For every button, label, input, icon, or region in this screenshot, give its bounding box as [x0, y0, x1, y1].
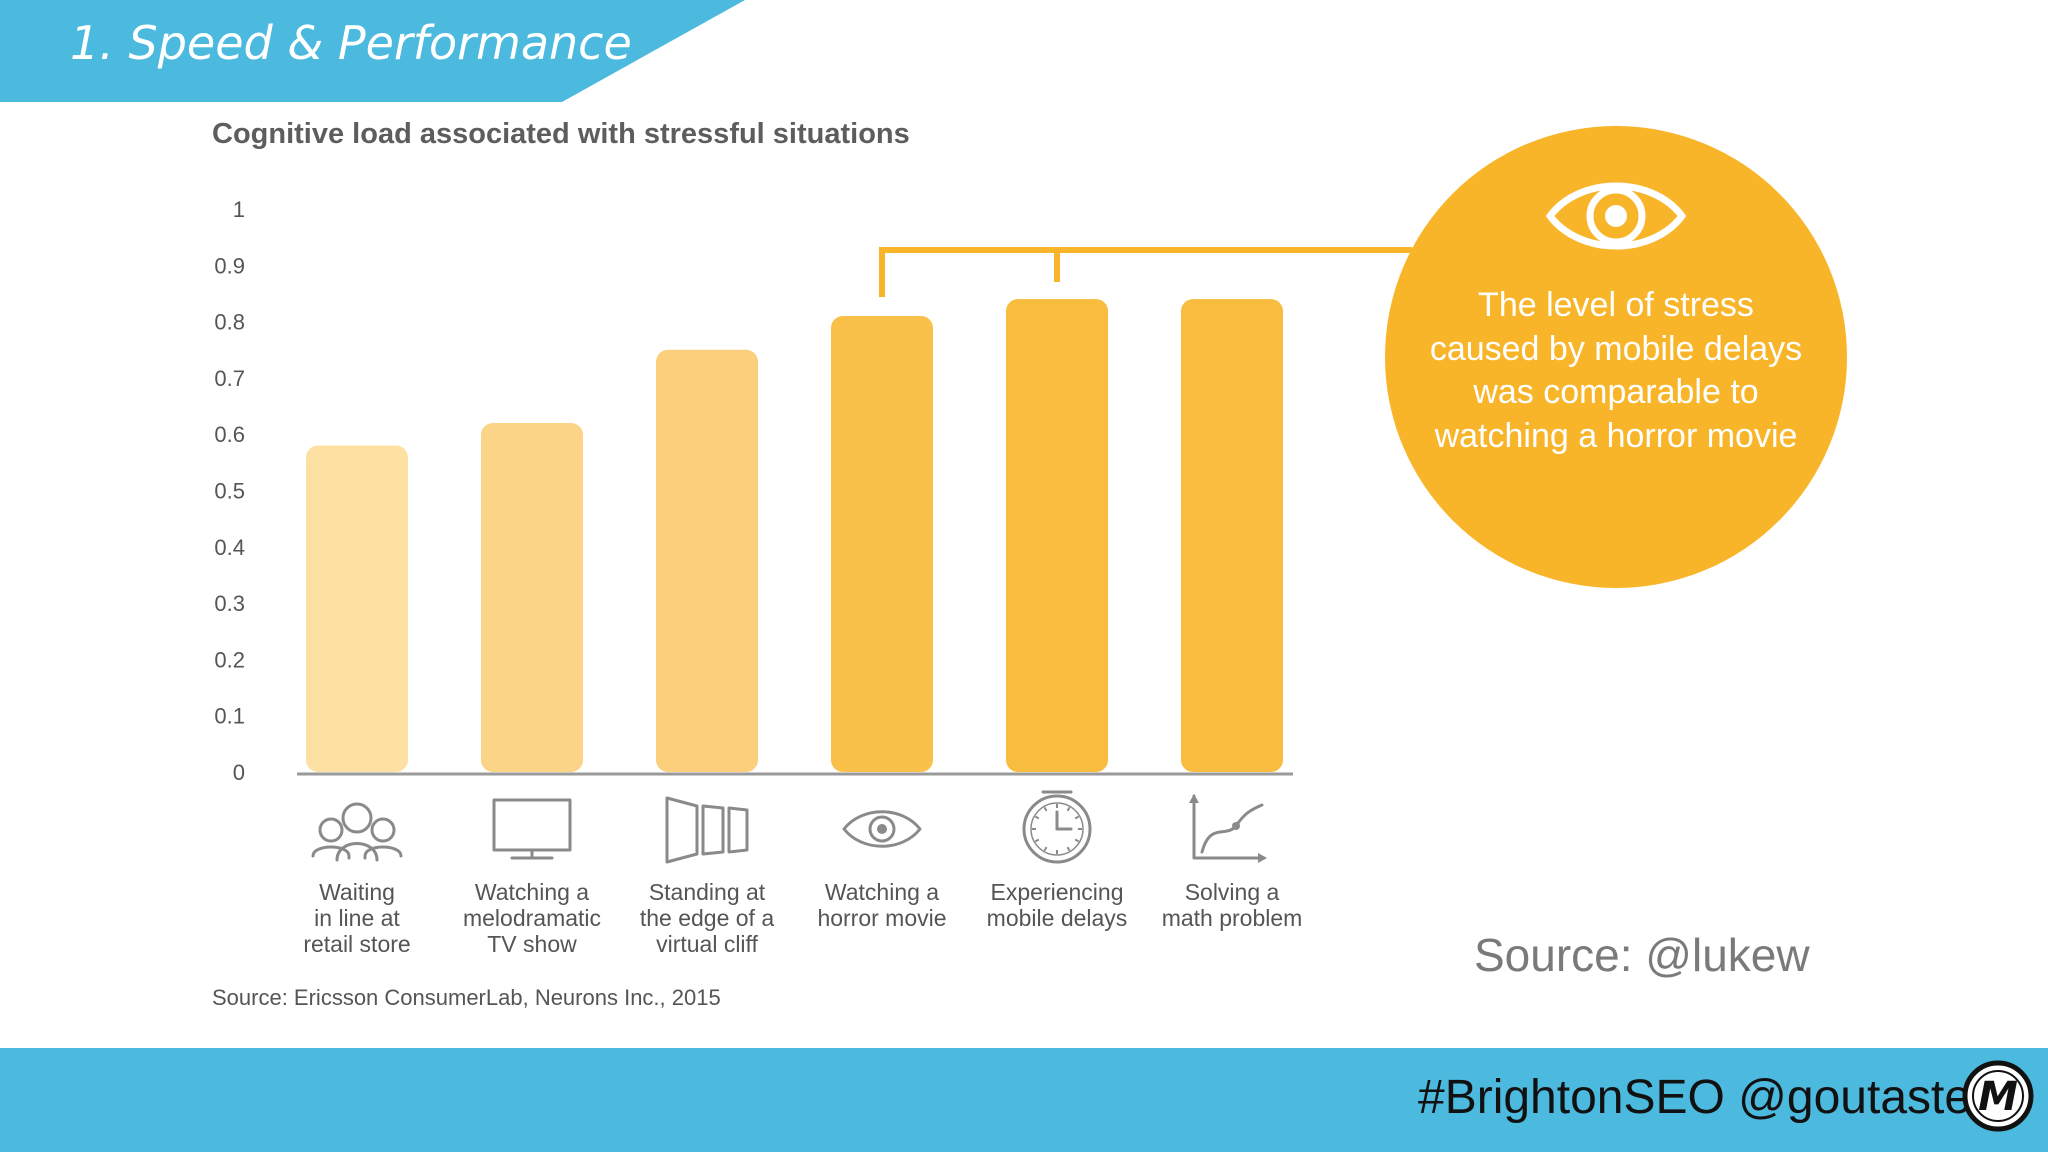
chart-graph-icon — [1189, 794, 1267, 863]
slide-title: 1. Speed & Performance — [70, 16, 632, 70]
callout-connector — [879, 247, 1412, 297]
y-tick-label: 0.2 — [214, 647, 245, 672]
y-tick-label: 0.1 — [214, 704, 245, 729]
x-category-label: Watching a melodramatic TV show — [462, 879, 602, 957]
x-category-label: Standing at the edge of a virtual cliff — [639, 879, 775, 957]
connector-line — [879, 247, 1412, 297]
m-logo-icon: M — [1962, 1060, 2034, 1132]
y-axis-ticks: 1 0.9 0.8 0.7 0.6 0.5 0.4 0.3 0.2 0.1 0 — [214, 197, 245, 785]
tv-monitor-icon — [492, 798, 572, 860]
x-category-label: Watching a horror movie — [817, 879, 947, 931]
svg-text:M: M — [1978, 1074, 2018, 1120]
people-icon — [311, 802, 403, 862]
category-icons — [311, 790, 1267, 864]
eye-icon — [842, 810, 922, 848]
y-tick-label: 0.5 — [214, 479, 245, 504]
bar — [656, 349, 758, 772]
y-tick-label: 0.6 — [214, 422, 245, 447]
bar-chart: 1 0.9 0.8 0.7 0.6 0.5 0.4 0.3 0.2 0.1 0 — [214, 197, 1412, 864]
chart-title: Cognitive load associated with stressful… — [212, 118, 910, 150]
eye-icon — [1546, 182, 1686, 250]
y-tick-label: 1 — [233, 197, 245, 222]
header-banner — [0, 0, 745, 102]
bar — [1006, 299, 1108, 772]
y-tick-label: 0.3 — [214, 591, 245, 616]
x-category-label: Experiencing mobile delays — [986, 879, 1128, 931]
y-tick-label: 0.7 — [214, 366, 245, 391]
footer-bar — [0, 1048, 2048, 1152]
bar — [831, 315, 933, 772]
y-tick-label: 0.9 — [214, 253, 245, 278]
credit-source: Source: @lukew — [1474, 929, 1810, 981]
footer-hashtag: #BrightonSEO @goutaste — [1418, 1071, 1972, 1124]
clock-icon — [1022, 790, 1092, 864]
bar — [306, 445, 408, 772]
bar — [1181, 299, 1283, 772]
y-tick-label: 0 — [233, 760, 245, 785]
bars — [306, 299, 1283, 772]
x-category-label: Solving a math problem — [1161, 879, 1303, 931]
callout-text: The level of stress caused by mobile del… — [1429, 286, 1803, 455]
y-tick-label: 0.8 — [214, 310, 245, 335]
chart-source: Source: Ericsson ConsumerLab, Neurons In… — [212, 985, 721, 1010]
y-tick-label: 0.4 — [214, 535, 245, 560]
cliff-panels-icon — [665, 796, 749, 864]
callout-circle — [1385, 126, 1847, 588]
bar — [481, 422, 583, 772]
x-category-label: Waiting in line at retail store — [303, 879, 411, 957]
